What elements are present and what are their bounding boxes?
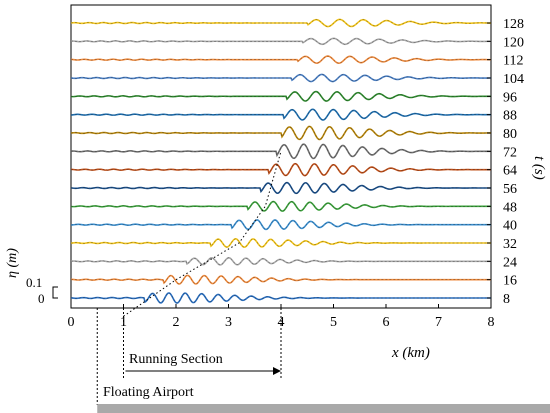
series-t-8 bbox=[70, 292, 491, 304]
floating-airport-label: Floating Airport bbox=[103, 385, 194, 400]
time-tick-label: 64 bbox=[503, 164, 517, 179]
series-t-112 bbox=[70, 55, 492, 65]
x-tick-label: 3 bbox=[225, 315, 232, 330]
series-overlay-t-64 bbox=[70, 163, 491, 176]
series-line-t-128 bbox=[70, 18, 492, 28]
series-line-t-120 bbox=[70, 37, 492, 46]
x-tick-label: 2 bbox=[173, 315, 180, 330]
series-layer bbox=[70, 18, 492, 304]
series-overlay-t-48 bbox=[70, 201, 491, 212]
series-overlay-t-80 bbox=[70, 126, 491, 140]
series-t-32 bbox=[70, 238, 491, 248]
series-t-56 bbox=[70, 181, 492, 195]
series-t-48 bbox=[70, 200, 491, 212]
series-t-40 bbox=[70, 219, 491, 231]
scale-bar bbox=[52, 286, 58, 299]
series-line-t-72 bbox=[70, 143, 492, 160]
time-tick-label: 120 bbox=[503, 35, 524, 50]
series-t-120 bbox=[70, 37, 492, 46]
series-overlay-t-56 bbox=[70, 182, 492, 194]
series-line-t-112 bbox=[70, 55, 492, 65]
x-axis-label: x (km) bbox=[391, 345, 430, 361]
time-tick-label: 72 bbox=[503, 145, 517, 160]
series-t-104 bbox=[70, 73, 492, 83]
x-tick-label: 7 bbox=[435, 315, 442, 330]
time-tick-label: 16 bbox=[503, 274, 517, 289]
time-tick-label: 24 bbox=[503, 255, 517, 270]
time-tick-label: 88 bbox=[503, 109, 517, 124]
time-tick-label: 40 bbox=[503, 219, 517, 234]
series-line-t-56 bbox=[70, 181, 492, 195]
running-section-arrow-head bbox=[273, 367, 281, 375]
x-tick-label: 5 bbox=[330, 315, 337, 330]
series-overlay-t-112 bbox=[70, 55, 492, 64]
plot-area bbox=[70, 4, 492, 309]
x-tick-label: 0 bbox=[68, 315, 75, 330]
series-overlay-t-8 bbox=[70, 292, 491, 304]
x-tick-label: 8 bbox=[488, 315, 495, 330]
wave-front-layer bbox=[123, 151, 282, 317]
running-section-label: Running Section bbox=[129, 352, 223, 367]
series-t-16 bbox=[70, 274, 491, 285]
series-line-t-80 bbox=[70, 125, 491, 141]
x-tick-label: 6 bbox=[383, 315, 390, 330]
time-tick-label: 56 bbox=[503, 182, 517, 197]
series-overlay-t-96 bbox=[70, 91, 492, 102]
series-t-128 bbox=[70, 18, 492, 28]
series-overlay-t-24 bbox=[70, 257, 491, 266]
series-overlay-t-32 bbox=[70, 238, 491, 248]
time-tick-label: 48 bbox=[503, 200, 517, 215]
series-line-t-88 bbox=[70, 108, 492, 121]
series-t-24 bbox=[70, 256, 491, 266]
scale-tick-top: 0.1 bbox=[26, 275, 42, 290]
right-axis-label: t (s) bbox=[531, 156, 547, 180]
series-line-t-40 bbox=[70, 219, 491, 231]
floating-airport-bar bbox=[97, 404, 550, 413]
series-t-88 bbox=[70, 108, 492, 121]
time-tick-label: 128 bbox=[503, 17, 524, 32]
series-line-t-8 bbox=[70, 292, 491, 304]
series-line-t-104 bbox=[70, 73, 492, 83]
time-tick-label: 8 bbox=[503, 292, 510, 307]
series-line-t-96 bbox=[70, 90, 492, 102]
series-t-80 bbox=[70, 125, 491, 141]
series-t-72 bbox=[70, 143, 492, 160]
x-tick-label: 1 bbox=[120, 315, 127, 330]
series-line-t-24 bbox=[70, 256, 491, 266]
series-t-96 bbox=[70, 90, 492, 102]
x-tick-label: 4 bbox=[278, 315, 285, 330]
series-line-t-16 bbox=[70, 274, 491, 285]
series-t-64 bbox=[70, 162, 491, 177]
time-tick-label: 104 bbox=[503, 72, 524, 87]
time-tick-label: 96 bbox=[503, 90, 517, 105]
time-tick-label: 32 bbox=[503, 237, 517, 252]
label-layer: 128 120 112 104 96 88 80 72 64 56 48 40 32 24 16 8 bbox=[503, 17, 524, 307]
time-tick-label: 80 bbox=[503, 127, 517, 142]
time-tick-label: 112 bbox=[503, 54, 523, 69]
plot-frame bbox=[70, 4, 492, 309]
left-axis-label: η (m) bbox=[5, 248, 20, 278]
scale-tick-bottom: 0 bbox=[38, 291, 45, 306]
wave-front-curve bbox=[123, 151, 282, 317]
